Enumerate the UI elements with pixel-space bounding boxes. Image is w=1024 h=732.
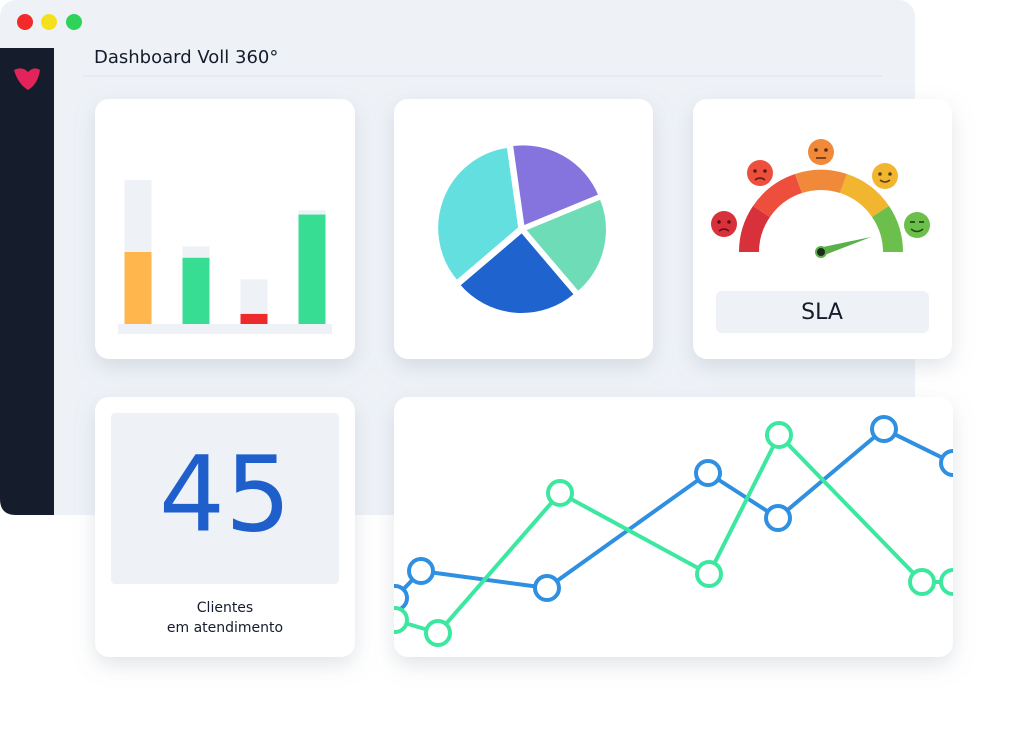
line-point <box>546 479 574 507</box>
stat-caption: Clientes <box>197 600 253 616</box>
line-point <box>424 619 452 647</box>
line-point <box>407 557 435 585</box>
line-point <box>939 568 953 596</box>
bar-chart <box>124 180 326 324</box>
gauge-segment <box>753 174 802 217</box>
emoji-angry <box>711 211 737 237</box>
gauge-segment <box>795 169 847 193</box>
pie-slice <box>436 145 521 283</box>
emoji-happy <box>904 212 930 238</box>
bar-base <box>118 324 332 334</box>
line-point <box>870 415 898 443</box>
line-point <box>764 504 792 532</box>
pie-slice <box>458 230 576 315</box>
page-title: Dashboard Voll 360° <box>94 47 278 68</box>
pie-slice <box>523 197 608 294</box>
gauge-segment <box>872 206 904 252</box>
stat-value: 45 <box>159 433 291 555</box>
emoji-neutral <box>808 139 834 165</box>
line-point <box>908 568 936 596</box>
gauge-segment <box>738 206 770 252</box>
gauge-segment <box>840 174 889 217</box>
line-point <box>695 560 723 588</box>
emoji-sad <box>747 160 773 186</box>
emoji-smile <box>872 163 898 189</box>
bar-card <box>95 99 355 359</box>
line-point <box>694 459 722 487</box>
sidebar <box>0 48 54 515</box>
stat-caption: em atendimento <box>167 620 283 636</box>
line-point <box>394 606 409 634</box>
line-point <box>533 574 561 602</box>
gauge <box>711 139 930 258</box>
pie-slice <box>511 143 601 228</box>
line-point <box>765 421 793 449</box>
stat-box <box>111 413 339 584</box>
gauge-needle <box>818 237 871 256</box>
gauge-pivot <box>815 246 827 258</box>
bar <box>182 257 210 324</box>
maximize-button[interactable] <box>66 14 82 30</box>
logo <box>14 68 40 90</box>
minimize-button[interactable] <box>41 14 57 30</box>
bar <box>240 313 268 324</box>
pie-chart <box>436 143 608 315</box>
sla-box <box>716 291 929 333</box>
line-chart <box>394 415 953 647</box>
bar <box>298 214 326 324</box>
close-button[interactable] <box>17 14 33 30</box>
pie-card <box>394 99 653 359</box>
bar <box>124 252 152 324</box>
sla-label: SLA <box>801 300 843 325</box>
line-point <box>939 449 953 477</box>
